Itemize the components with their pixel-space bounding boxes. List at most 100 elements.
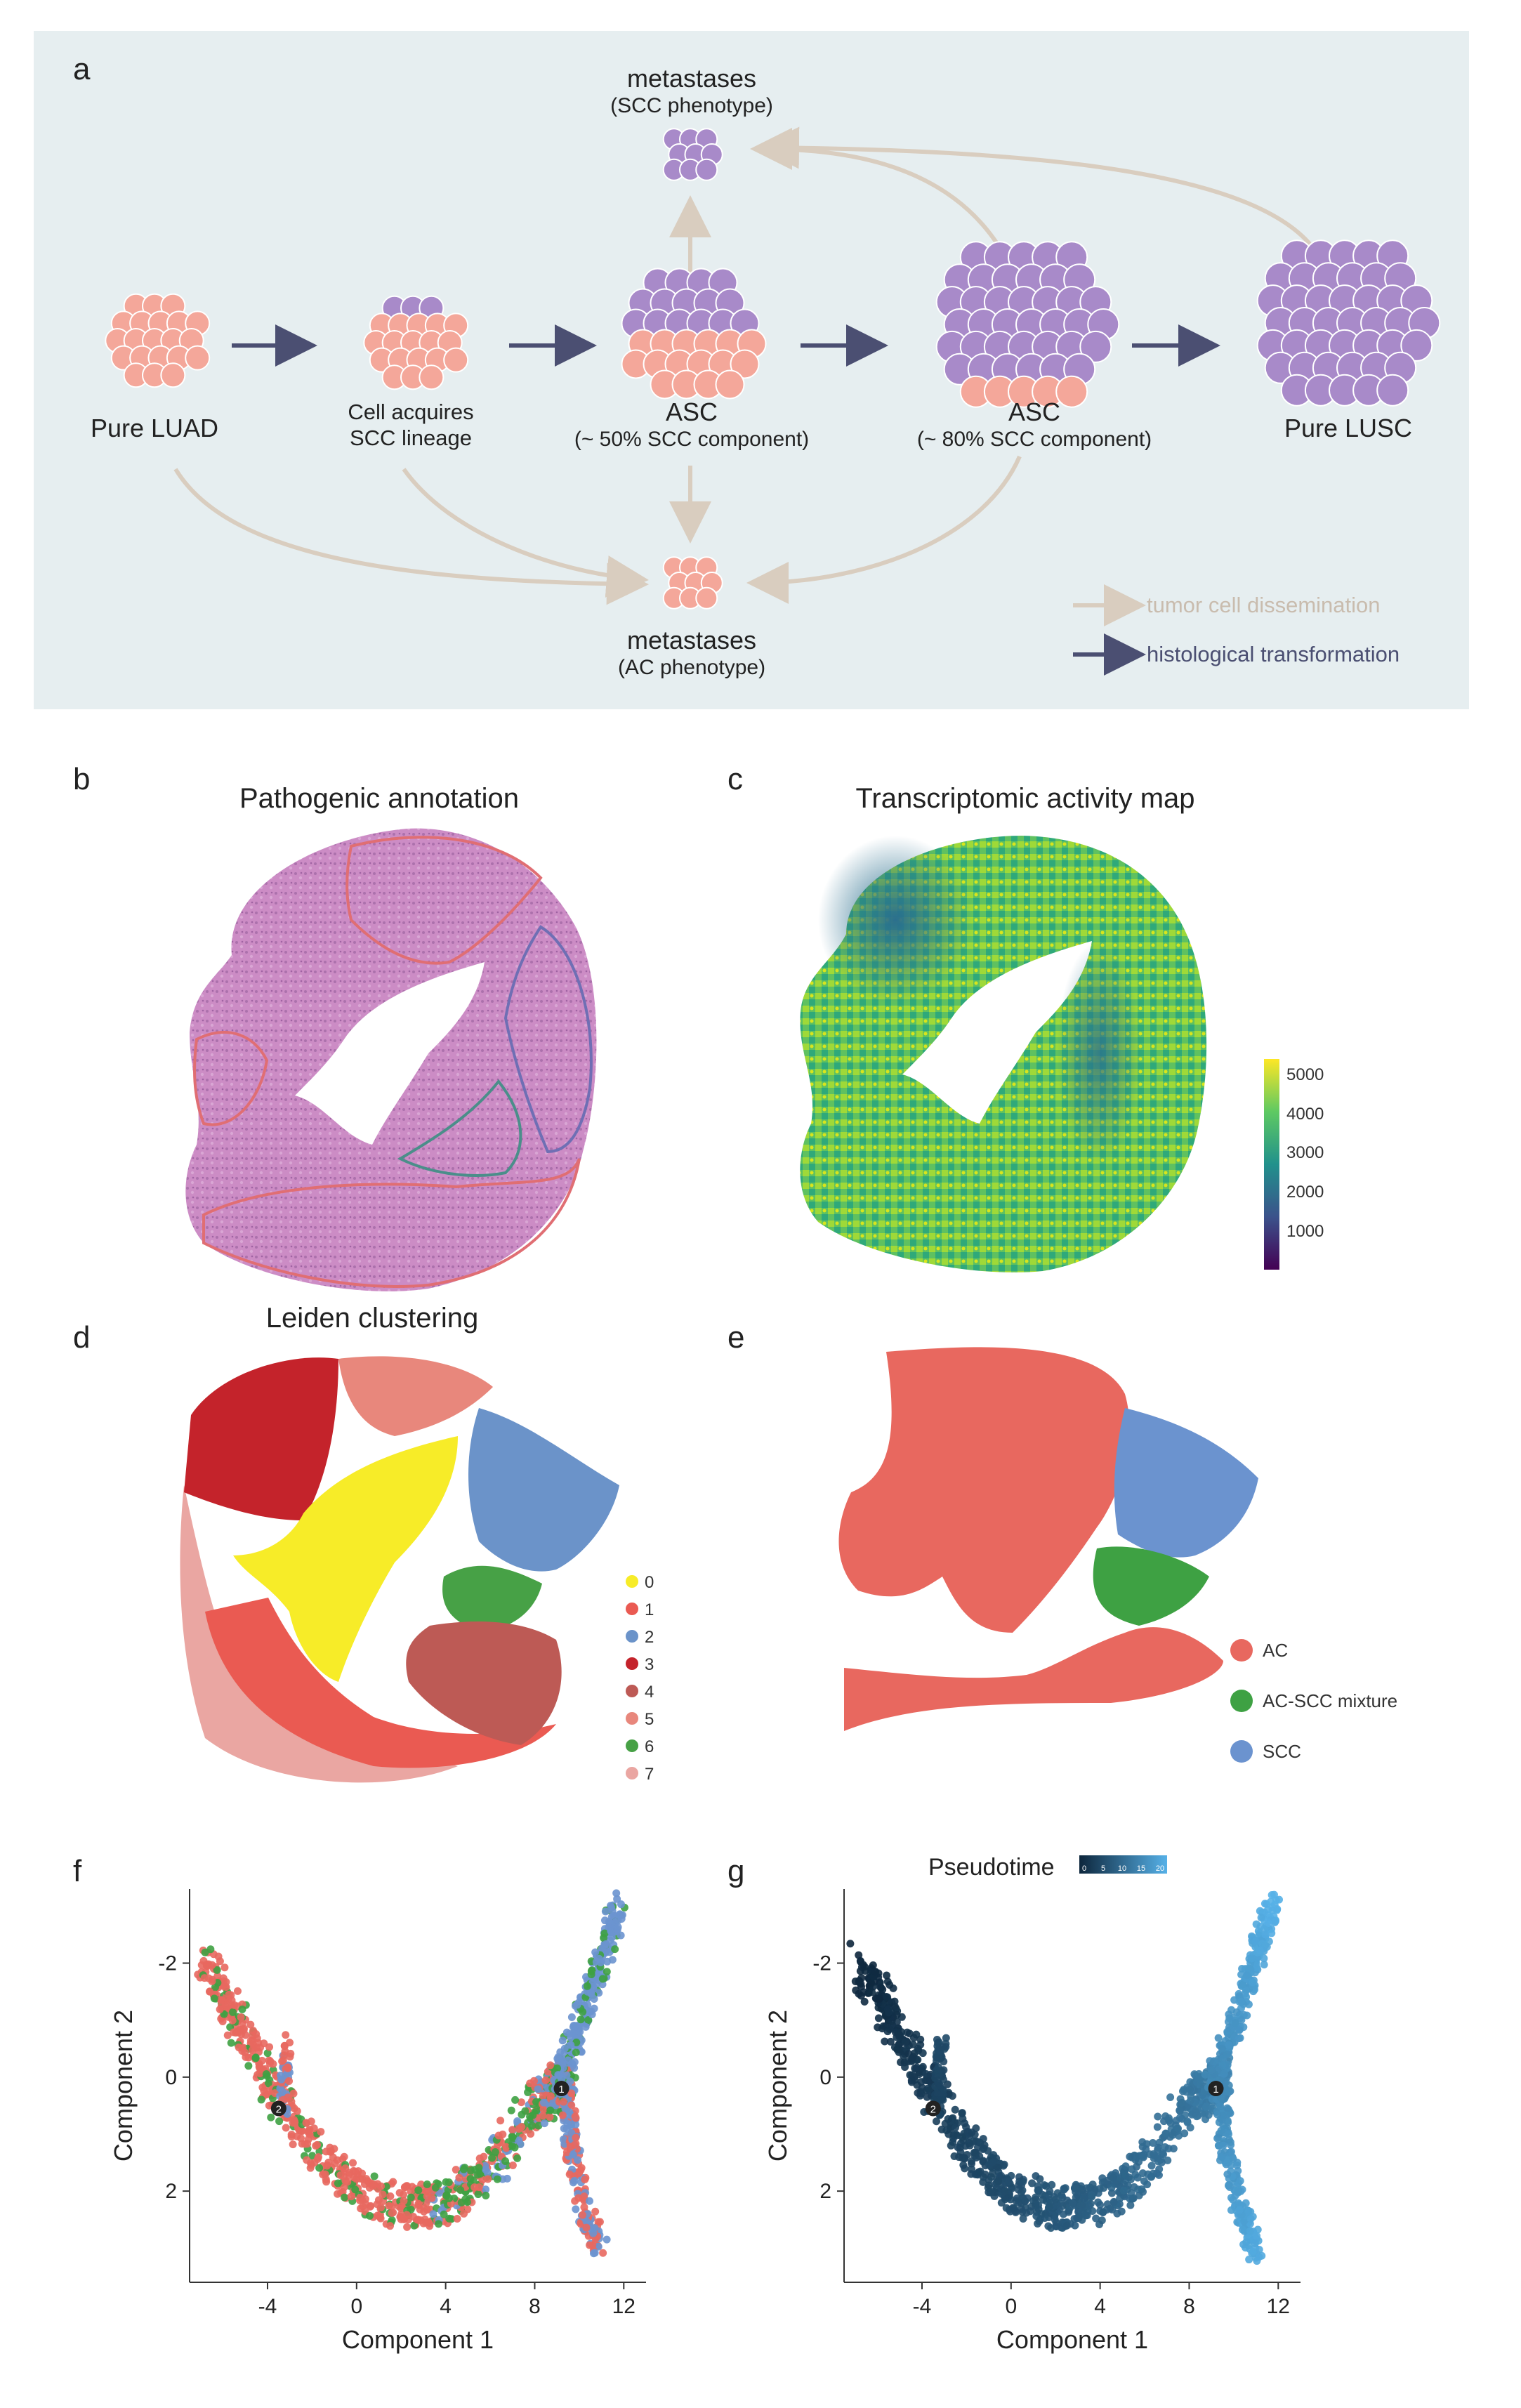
scatter-point <box>1229 2154 1237 2163</box>
scatter-point <box>453 2214 461 2223</box>
scatter-point <box>1246 2215 1255 2223</box>
scatter-point <box>407 2193 415 2202</box>
node-metastases-scc: metastases (SCC phenotype) <box>583 63 801 119</box>
activity-colorbar: 5000 4000 3000 2000 1000 <box>1264 1059 1324 1270</box>
scatter-point <box>1046 2187 1054 2196</box>
scatter-point <box>1216 2102 1225 2110</box>
scatter-point <box>1198 2109 1206 2117</box>
x-axis-title: Component 1 <box>342 2325 494 2354</box>
leiden-legend-swatch-2 <box>626 1630 638 1643</box>
scatter-point <box>1271 1917 1279 1926</box>
x-tick-label-3: 8 <box>1183 2295 1195 2318</box>
cluster-region-5 <box>338 1356 493 1436</box>
scatter-point <box>340 2193 348 2202</box>
pseudotime-tick-0: 0 <box>1082 1864 1086 1873</box>
scatter-point <box>482 2192 490 2200</box>
y-tick-label-1: 0 <box>165 2066 177 2089</box>
scatter-point <box>502 2143 511 2151</box>
scatter-point <box>958 2109 966 2117</box>
panel-f-label: f <box>73 1854 82 1888</box>
scatter-point <box>1138 2169 1147 2178</box>
branch-point-1 <box>1208 2081 1224 2097</box>
annotation-mixture-region <box>397 1079 522 1177</box>
scatter-point <box>1088 2192 1096 2201</box>
scatter-point <box>1103 2176 1112 2185</box>
scatter-point <box>213 1972 222 1980</box>
branch-point-2 <box>925 2100 941 2117</box>
scatter-point <box>1176 2095 1185 2103</box>
annotation-ac-region <box>345 836 543 965</box>
scatter-point <box>484 2175 492 2183</box>
scatter-point <box>482 2166 490 2174</box>
scatter-point <box>546 2113 554 2121</box>
node-pure-lusc: Pure LUSC <box>1257 413 1440 443</box>
scatter-point <box>473 2171 482 2179</box>
dissemination-arrow-asc80-bottom <box>746 455 1022 604</box>
histology-legend: AC AC-SCC mixture SCC <box>1230 1639 1397 1763</box>
leiden-legend-swatch-3 <box>626 1657 638 1670</box>
scatter-point <box>1223 2170 1232 2178</box>
scatter-point <box>336 2171 345 2179</box>
scatter-point <box>1244 2207 1253 2216</box>
scatter-point <box>1154 2112 1162 2121</box>
scatter-point <box>1034 2187 1043 2195</box>
x-tick-label-0: -4 <box>913 2295 932 2318</box>
scatter-point <box>1186 2096 1194 2105</box>
slide-tissue <box>185 828 597 1291</box>
scatter-point <box>1268 1891 1276 1900</box>
panel-a-diagram <box>105 126 1441 676</box>
scatter-point <box>918 2062 927 2071</box>
scatter-point <box>263 2049 272 2058</box>
pseudotime-tick-2: 10 <box>1118 1864 1126 1873</box>
scatter-point <box>959 2114 967 2123</box>
scatter-point <box>1252 1920 1260 1928</box>
scatter-point <box>460 2209 468 2218</box>
leiden-legend: 0 1 2 3 4 5 6 7 <box>626 1573 654 1784</box>
node-pure-luad: Pure LUAD <box>63 413 246 443</box>
scatter-point <box>333 2156 341 2164</box>
scatter-point <box>1164 2156 1172 2164</box>
cluster-region-1 <box>205 1598 556 1768</box>
colorbar-tick-5000: 5000 <box>1286 1065 1324 1084</box>
histology-legend-label-1: AC-SCC mixture <box>1263 1690 1397 1711</box>
scatter-point <box>1076 2202 1085 2210</box>
scatter-point <box>606 1922 614 1930</box>
leiden-legend-label-5: 5 <box>645 1710 654 1729</box>
cluster-asc-80 <box>935 241 1120 408</box>
scatter-point <box>1149 2138 1157 2147</box>
node-metastases-ac: metastases (AC phenotype) <box>583 625 801 680</box>
scatter-point <box>979 2157 987 2166</box>
scatter-point <box>1106 2204 1114 2213</box>
scatter-point <box>1128 2165 1136 2173</box>
scatter-point <box>223 2031 232 2039</box>
scatter-point <box>521 2107 529 2115</box>
scatter-point <box>1147 2162 1156 2170</box>
scatter-point <box>1168 2131 1177 2139</box>
scatter-point <box>385 2202 393 2210</box>
scatter-point <box>488 2154 496 2162</box>
scatter-point <box>1164 2144 1173 2152</box>
scatter-point <box>599 2249 607 2257</box>
scatter-point <box>1201 2115 1210 2124</box>
scatter-point <box>1048 2180 1056 2189</box>
scatter-point <box>598 1980 607 1989</box>
leiden-legend-label-6: 6 <box>645 1737 654 1756</box>
scatter-point <box>262 2070 270 2079</box>
scatter-point <box>933 2117 941 2126</box>
scatter-point <box>280 2042 289 2051</box>
node-asc-80: ASC (~ 80% SCC component) <box>890 397 1178 452</box>
scatter-point <box>846 1940 855 1948</box>
scatter-point <box>253 2044 261 2052</box>
panel-d-label: d <box>73 1320 91 1355</box>
scatter-point <box>613 1895 621 1903</box>
scatter-point <box>1249 2248 1257 2256</box>
panel-e-label: e <box>727 1320 745 1355</box>
scatter-point <box>608 1956 617 1964</box>
scatter-point <box>1007 2171 1015 2180</box>
histology-legend-label-0: AC <box>1263 1640 1288 1661</box>
scatter-point <box>915 2070 923 2079</box>
scatter-point <box>496 2117 505 2125</box>
scatter-point <box>414 2186 423 2195</box>
scatter-point <box>213 1966 221 1974</box>
scatter-point <box>958 2133 966 2141</box>
